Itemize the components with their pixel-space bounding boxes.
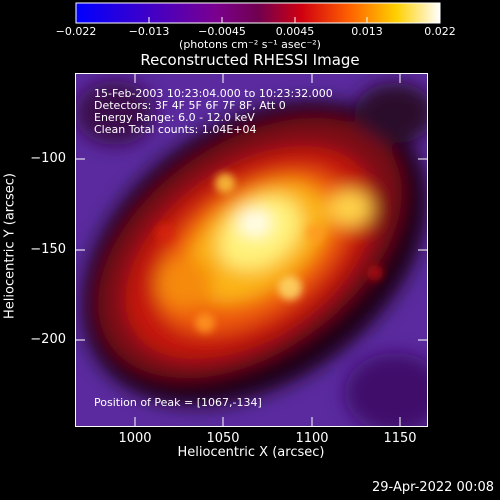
x-tick: 1100 [295,431,329,446]
info-energy: Energy Range: 6.0 - 12.0 keV [94,111,255,124]
x-tick: 1050 [206,431,240,446]
colorbar-tick: −0.022 [55,25,97,38]
colorbar-tick: −0.013 [128,25,170,38]
colorbar-tick: 0.0045 [275,25,315,38]
image-title: Reconstructed RHESSI Image [140,51,360,69]
colorbar-tick: 0.013 [351,25,383,38]
x-tick: 1150 [383,431,417,446]
y-tick: −100 [30,151,66,166]
colorbar-units: (photons cm⁻² s⁻¹ asec⁻²) [179,38,321,51]
y-axis-label: Heliocentric Y (arcsec) [2,173,18,319]
info-time-range: 15-Feb-2003 10:23:04.000 to 10:23:32.000 [94,87,333,100]
rhessi-image [75,73,428,427]
colorbar [75,2,441,24]
info-detectors: Detectors: 3F 4F 5F 6F 7F 8F, Att 0 [94,99,286,112]
footer-date: 29-Apr-2022 00:08 [372,480,494,495]
x-axis-label: Heliocentric X (arcsec) [177,445,325,460]
colorbar-tick: −0.0045 [198,25,246,38]
peak-position: Position of Peak = [1067,-134] [94,396,262,409]
info-clean: Clean Total counts: 1.04E+04 [94,123,257,136]
x-tick: 1000 [118,431,152,446]
y-tick: −150 [30,242,66,257]
colorbar-tick: 0.022 [424,25,456,38]
y-tick: −200 [30,332,66,347]
